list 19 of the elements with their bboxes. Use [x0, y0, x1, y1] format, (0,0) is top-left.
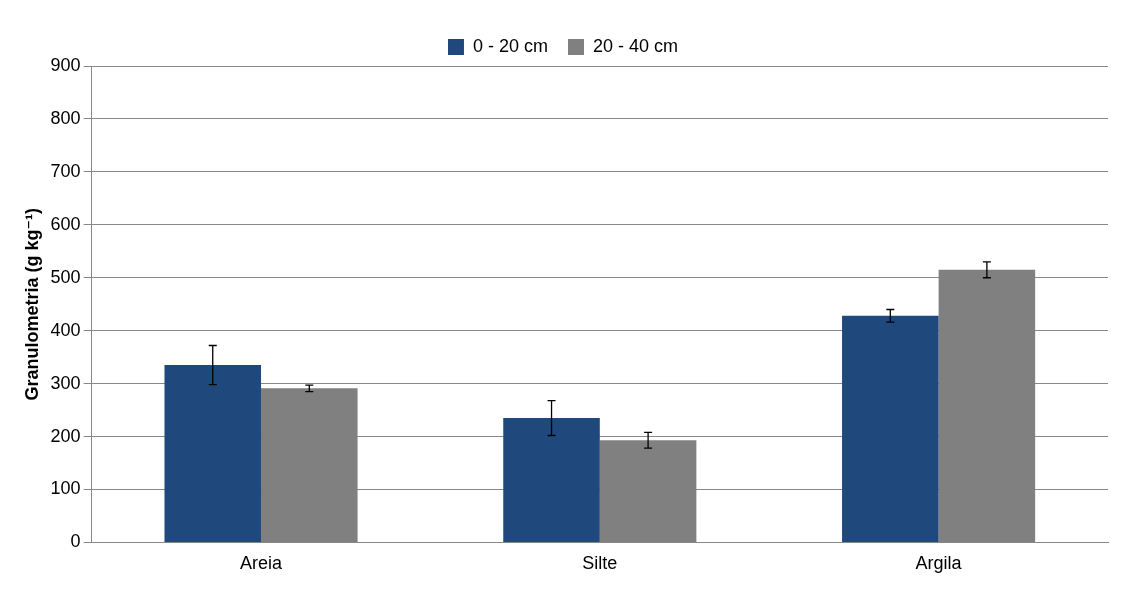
y-tick-label: 500: [50, 266, 81, 287]
bar: [164, 365, 262, 542]
y-tick-label: 400: [50, 319, 81, 340]
y-axis-title: Granulometria (g kg⁻¹): [21, 207, 42, 401]
legend-label: 20 - 40 cm: [592, 35, 679, 56]
x-tick-label: Silte: [582, 553, 618, 574]
y-tick-label: 800: [50, 107, 81, 128]
y-tick-label: 600: [50, 213, 81, 234]
y-tick-label: 700: [50, 160, 81, 181]
x-tick-label: Argila: [915, 553, 963, 574]
x-tick-label: Areia: [240, 553, 284, 574]
y-tick-label: 900: [50, 54, 81, 75]
bar: [842, 315, 939, 542]
y-tick-label: 300: [50, 372, 81, 393]
y-tick-label: 0: [70, 531, 81, 552]
bar: [503, 418, 600, 542]
y-tick-label: 200: [50, 425, 81, 446]
legend-label: 0 - 20 cm: [472, 35, 548, 56]
y-tick-label: 100: [50, 478, 81, 499]
